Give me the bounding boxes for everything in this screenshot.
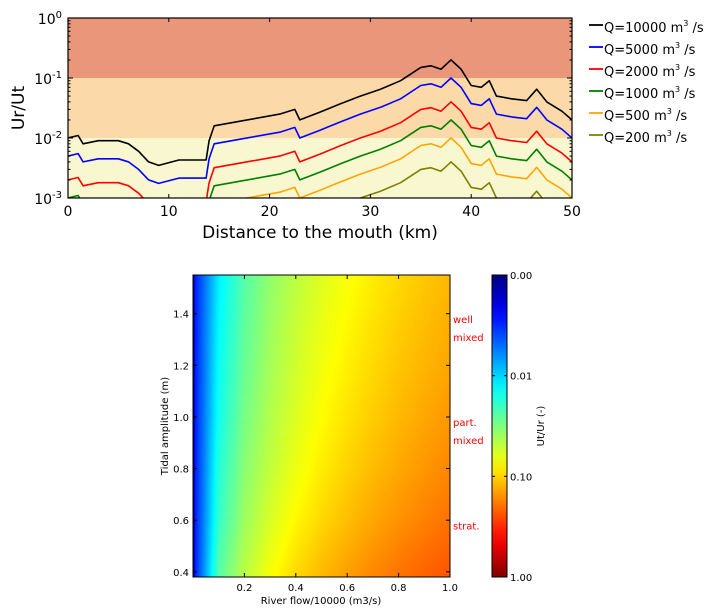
x-tick-label: 0 <box>64 204 73 220</box>
regime-label: part. <box>453 418 477 429</box>
y-tick-label: 1.4 <box>173 310 189 321</box>
x-tick-label: 10 <box>160 204 178 220</box>
legend: Q=10000 m3 /s Q=5000 m3 /s Q=2000 m3 /s Q=1… <box>589 19 704 146</box>
x-tick-label: 0.4 <box>288 583 304 594</box>
series-line-0 <box>68 59 572 167</box>
x-tick-label: 30 <box>361 204 379 220</box>
band-0 <box>68 138 572 198</box>
y-tick-label: 10-2 <box>34 130 62 148</box>
regime-annotations: well mixed part. mixed strat. <box>453 315 484 532</box>
legend-label: Q=200 m3 /s <box>604 129 687 146</box>
y-tick-label: 0.8 <box>173 465 189 476</box>
tick-exponent: -3 <box>52 190 62 201</box>
y-axis-label: Tidal amplitude (m) <box>160 377 171 476</box>
band-1 <box>68 78 572 138</box>
series-line-2 <box>68 101 572 198</box>
plot-frame <box>67 17 573 199</box>
colorbar-label: Ut/Ur (-) <box>536 406 547 447</box>
regime-label: mixed <box>453 436 484 447</box>
colorbar-tick-label: 1.00 <box>510 573 532 584</box>
y-axis: 0.4 0.6 0.8 1.0 1.2 1.4 <box>173 310 450 579</box>
y-tick-label: 10-1 <box>34 70 62 88</box>
colorbar-ticks: 0.00 0.01 0.10 1.00 <box>492 271 532 584</box>
x-axis-label: River flow/10000 (m3/s) <box>261 596 382 607</box>
series-line-1 <box>68 77 572 185</box>
tick-exponent: 0 <box>56 10 62 21</box>
legend-label: Q=2000 m3 /s <box>604 63 696 80</box>
band-2 <box>68 18 572 78</box>
legend-label: Q=500 m3 /s <box>604 107 687 124</box>
heatmap-image <box>193 275 450 577</box>
series-line-3 <box>68 119 572 198</box>
x-tick-label: 20 <box>261 204 279 220</box>
legend-label: Q=1000 m3 /s <box>604 85 696 102</box>
x-tick-label: 40 <box>462 204 480 220</box>
y-axis-label: Ur/Ut <box>9 86 29 131</box>
tick-base: 10 <box>34 72 52 88</box>
colorbar-tick-label: 0.10 <box>510 472 532 483</box>
colorbar-tick-label: 0.00 <box>510 271 532 282</box>
tick-exponent: -1 <box>52 70 62 81</box>
y-tick-label: 10-3 <box>34 190 62 208</box>
y-tick-label: 0.6 <box>173 516 189 527</box>
tick-base: 10 <box>34 132 52 148</box>
heatmap-chart: 0.2 0.4 0.6 0.8 1.0 0.4 0.6 0.8 1.0 1.2 1.4 River… <box>160 271 547 607</box>
x-axis: 0.2 0.4 0.6 0.8 1.0 <box>236 275 458 594</box>
tick-base: 10 <box>38 12 56 28</box>
x-axis-label: Distance to the mouth (km) <box>202 223 438 243</box>
series-lines <box>68 59 572 198</box>
legend-label: Q=5000 m3 /s <box>604 41 696 58</box>
regime-label: mixed <box>453 333 484 344</box>
colorbar <box>491 274 508 578</box>
legend-label: Q=10000 m3 /s <box>604 19 704 36</box>
x-tick-label: 0.2 <box>236 583 252 594</box>
tick-base: 10 <box>34 192 52 208</box>
colorbar-tick-label: 0.01 <box>510 372 532 383</box>
y-tick-label: 1.0 <box>173 413 189 424</box>
x-tick-label: 0.6 <box>339 583 355 594</box>
series-line-4 <box>242 137 572 198</box>
regime-label: strat. <box>453 521 479 532</box>
y-tick-label: 100 <box>38 10 62 28</box>
x-tick-label: 0.8 <box>391 583 407 594</box>
regime-bands <box>68 18 572 198</box>
heatmap-frame <box>192 274 451 578</box>
regime-label: well <box>453 315 473 326</box>
x-axis: 0 10 20 30 40 50 <box>64 18 581 220</box>
x-tick-label: 50 <box>563 204 581 220</box>
x-tick-label: 1.0 <box>442 583 458 594</box>
y-tick-label: 0.4 <box>173 568 189 579</box>
y-tick-label: 1.2 <box>173 361 189 372</box>
tick-exponent: -2 <box>52 130 62 141</box>
